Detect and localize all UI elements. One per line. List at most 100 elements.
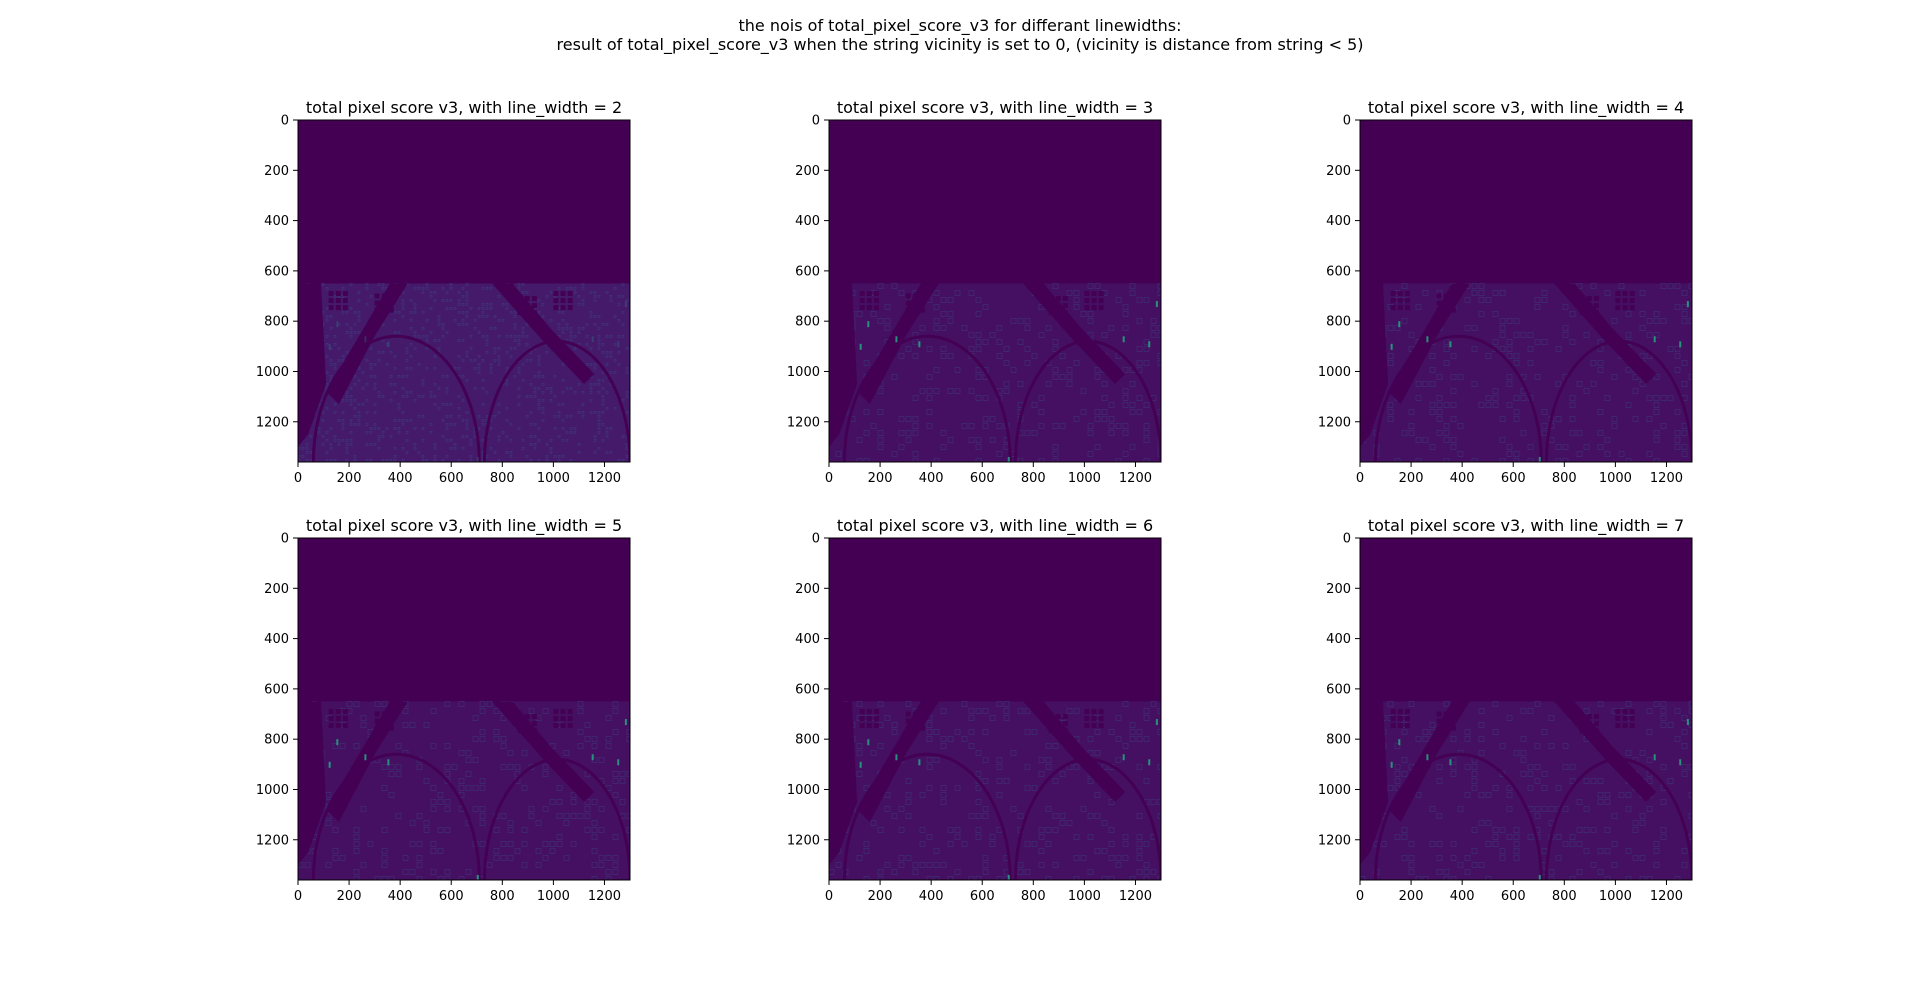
texture-speck bbox=[393, 459, 397, 462]
texture-speck bbox=[1653, 458, 1660, 462]
texture-speck bbox=[388, 792, 395, 798]
texture-speck bbox=[975, 339, 982, 345]
texture-speck bbox=[1073, 834, 1080, 840]
texture-speck bbox=[409, 343, 413, 346]
texture-speck bbox=[1513, 332, 1520, 338]
texture-speck bbox=[1045, 841, 1052, 847]
texture-speck bbox=[591, 743, 598, 749]
lattice-cell bbox=[1062, 714, 1068, 720]
texture-speck bbox=[557, 459, 561, 462]
texture-speck bbox=[968, 729, 975, 735]
texture-speck bbox=[1478, 290, 1485, 296]
texture-speck bbox=[349, 335, 353, 338]
texture-speck bbox=[891, 283, 898, 289]
texture-speck bbox=[453, 319, 457, 322]
texture-speck bbox=[429, 331, 433, 334]
texture-speck bbox=[926, 876, 933, 880]
lattice-cell bbox=[1048, 721, 1054, 727]
texture-speck bbox=[421, 427, 425, 430]
right-diagonal-band bbox=[492, 283, 595, 385]
texture-speck bbox=[1052, 367, 1059, 373]
texture-speck bbox=[465, 315, 469, 318]
texture-speck bbox=[1681, 430, 1688, 436]
texture-speck bbox=[1513, 841, 1520, 847]
texture-speck bbox=[1003, 778, 1010, 784]
texture-speck bbox=[507, 764, 514, 770]
texture-speck bbox=[947, 827, 954, 833]
texture-speck bbox=[1415, 736, 1422, 742]
texture-speck bbox=[1639, 876, 1646, 880]
texture-speck bbox=[1562, 458, 1569, 462]
lattice-cell bbox=[1629, 723, 1635, 729]
lattice-cell bbox=[531, 721, 537, 727]
texture-speck bbox=[1094, 367, 1101, 373]
texture-speck bbox=[1115, 458, 1122, 462]
texture-speck bbox=[401, 375, 405, 378]
texture-speck bbox=[1590, 778, 1597, 784]
texture-speck bbox=[553, 415, 557, 418]
texture-speck bbox=[1094, 409, 1101, 415]
texture-speck bbox=[409, 355, 413, 358]
left-dark-band bbox=[298, 283, 327, 447]
y-tick-label: 800 bbox=[264, 315, 289, 330]
texture-speck bbox=[1681, 444, 1688, 450]
texture-speck bbox=[1513, 458, 1520, 462]
texture-speck bbox=[1485, 792, 1492, 798]
texture-speck bbox=[1527, 360, 1534, 366]
texture-speck bbox=[613, 315, 617, 318]
texture-speck bbox=[517, 287, 521, 290]
texture-speck bbox=[469, 459, 473, 462]
texture-speck bbox=[493, 827, 500, 833]
texture-speck bbox=[298, 447, 301, 450]
texture-speck bbox=[1527, 346, 1534, 352]
lattice-cell bbox=[1615, 716, 1621, 722]
lattice-cell bbox=[1579, 721, 1585, 727]
lattice-cell bbox=[1390, 305, 1396, 311]
texture-speck bbox=[1653, 862, 1660, 868]
texture-speck bbox=[1457, 423, 1464, 429]
texture-speck bbox=[381, 827, 388, 833]
texture-speck bbox=[425, 319, 429, 322]
texture-speck bbox=[500, 813, 507, 819]
texture-speck bbox=[445, 331, 449, 334]
texture-speck bbox=[1450, 876, 1457, 880]
texture-speck bbox=[1052, 283, 1059, 289]
texture-speck bbox=[401, 303, 405, 306]
lattice-cell bbox=[1443, 300, 1449, 306]
texture-speck bbox=[445, 427, 449, 430]
texture-speck bbox=[1436, 855, 1443, 861]
texture-speck bbox=[497, 347, 501, 350]
texture-speck bbox=[1513, 318, 1520, 324]
texture-speck bbox=[430, 806, 437, 812]
highlight-speck bbox=[476, 874, 479, 880]
texture-speck bbox=[975, 297, 982, 303]
texture-speck bbox=[541, 375, 545, 378]
texture-speck bbox=[1583, 778, 1590, 784]
texture-speck bbox=[345, 323, 349, 326]
texture-speck bbox=[561, 327, 565, 330]
texture-speck bbox=[1604, 876, 1611, 880]
texture-speck bbox=[497, 435, 501, 438]
texture-speck bbox=[1429, 444, 1436, 450]
highlight-speck bbox=[1426, 336, 1429, 343]
texture-speck bbox=[373, 383, 377, 386]
texture-speck bbox=[1129, 444, 1136, 450]
texture-speck bbox=[1513, 834, 1520, 840]
texture-speck bbox=[445, 391, 449, 394]
lattice-cell bbox=[374, 307, 380, 313]
texture-speck bbox=[1066, 374, 1073, 380]
texture-speck bbox=[541, 383, 545, 386]
texture-speck bbox=[349, 423, 353, 426]
texture-speck bbox=[612, 862, 619, 868]
x-tick-label: 400 bbox=[388, 889, 413, 904]
texture-speck bbox=[341, 427, 345, 430]
texture-speck bbox=[393, 447, 397, 450]
texture-speck bbox=[856, 437, 863, 443]
texture-speck bbox=[1122, 395, 1129, 401]
texture-speck bbox=[1583, 444, 1590, 450]
texture-speck bbox=[1611, 841, 1618, 847]
texture-speck bbox=[1681, 318, 1688, 324]
texture-speck bbox=[1464, 729, 1471, 735]
texture-speck bbox=[1059, 374, 1066, 380]
texture-speck bbox=[1401, 318, 1408, 324]
